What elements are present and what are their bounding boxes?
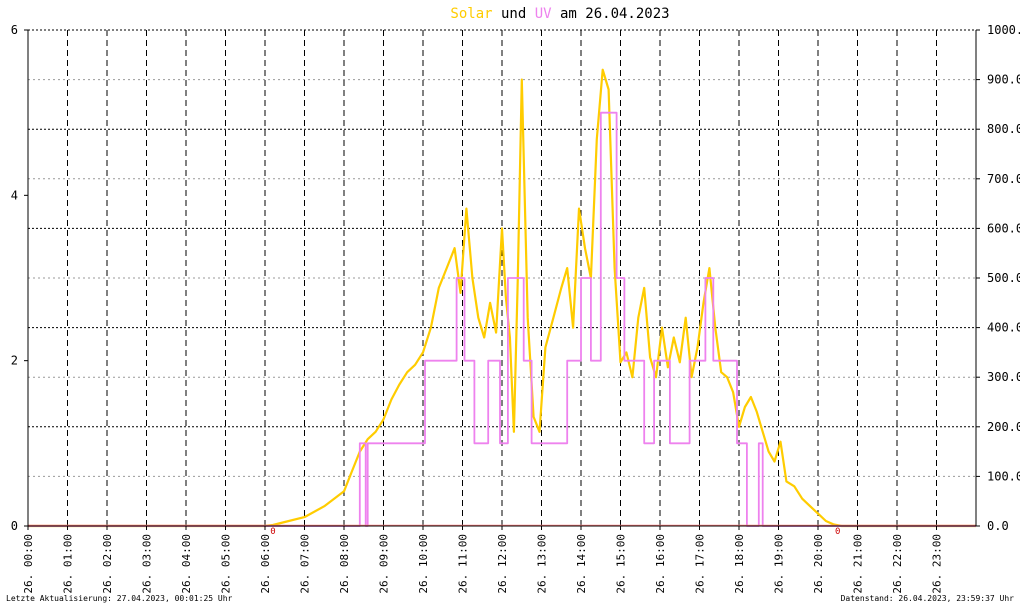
x-tick-label: 26. 19:00 xyxy=(773,534,786,594)
tick-labels: 0 2 4 6 0.0 100.0 200.0 300.0 400.0 500.0 600.0 700… xyxy=(11,23,1020,594)
y-right-tick-label: 100.0 xyxy=(987,469,1020,483)
y-left-tick-label: 0 xyxy=(11,519,18,533)
title-solar: Solar xyxy=(450,6,492,22)
x-tick-label: 26. 08:00 xyxy=(338,534,351,594)
y-right-tick-label: 1000.0 xyxy=(987,23,1020,37)
x-tick-label: 26. 21:00 xyxy=(852,534,865,594)
footer-data-status: Datenstand: 26.04.2023, 23:59:37 Uhr xyxy=(841,594,1015,603)
sunrise-marker: 0 xyxy=(270,527,275,537)
y-right-tick-label: 600.0 xyxy=(987,221,1020,235)
x-tick-label: 26. 05:00 xyxy=(220,534,233,594)
series-group xyxy=(28,68,976,528)
series-line-uv xyxy=(28,111,976,527)
x-tick-label: 26. 12:00 xyxy=(496,534,509,594)
x-tick-label: 26. 07:00 xyxy=(299,534,312,594)
x-tick-label: 26. 18:00 xyxy=(733,534,746,594)
chart-title: Solar und UV am 26.04.2023 xyxy=(450,6,669,22)
x-tick-label: 26. 20:00 xyxy=(812,534,825,594)
x-tick-label: 26. 10:00 xyxy=(417,534,430,594)
grid xyxy=(28,29,976,526)
title-uv: UV xyxy=(535,6,552,22)
y-right-tick-label: 300.0 xyxy=(987,370,1020,384)
x-tick-label: 26. 13:00 xyxy=(536,534,549,594)
x-tick-label: 26. 04:00 xyxy=(180,534,193,594)
y-right-tick-label: 700.0 xyxy=(987,172,1020,186)
x-tick-label: 26. 17:00 xyxy=(694,534,707,594)
x-tick-label: 26. 11:00 xyxy=(457,534,470,594)
x-tick-label: 26. 02:00 xyxy=(101,534,114,594)
y-right-tick-label: 800.0 xyxy=(987,122,1020,136)
x-tick-label: 26. 06:00 xyxy=(259,534,272,594)
y-right-tick-label: 500.0 xyxy=(987,271,1020,285)
y-right-tick-label: 900.0 xyxy=(987,73,1020,87)
title-date: am 26.04.2023 xyxy=(552,6,670,22)
footer-last-update: Letzte Aktualisierung: 27.04.2023, 00:01… xyxy=(6,594,233,603)
y-right-tick-label: 400.0 xyxy=(987,321,1020,335)
y-left-tick-label: 4 xyxy=(11,188,18,202)
x-tick-label: 26. 14:00 xyxy=(575,534,588,594)
x-tick-label: 26. 03:00 xyxy=(141,534,154,594)
y-left-tick-label: 2 xyxy=(11,354,18,368)
y-right-tick-label: 200.0 xyxy=(987,420,1020,434)
x-tick-label: 26. 00:00 xyxy=(22,534,35,594)
sunset-marker: 0 xyxy=(835,527,840,537)
x-tick-label: 26. 09:00 xyxy=(378,534,391,594)
x-tick-label: 26. 23:00 xyxy=(931,534,944,594)
x-tick-label: 26. 15:00 xyxy=(615,534,628,594)
title-und: und xyxy=(493,6,535,22)
x-tick-label: 26. 01:00 xyxy=(62,534,75,594)
x-tick-label: 26. 16:00 xyxy=(654,534,667,594)
y-left-tick-label: 6 xyxy=(11,23,18,37)
y-right-tick-label: 0.0 xyxy=(987,519,1009,533)
series-line-solar xyxy=(28,68,976,528)
x-tick-label: 26. 22:00 xyxy=(891,534,904,594)
